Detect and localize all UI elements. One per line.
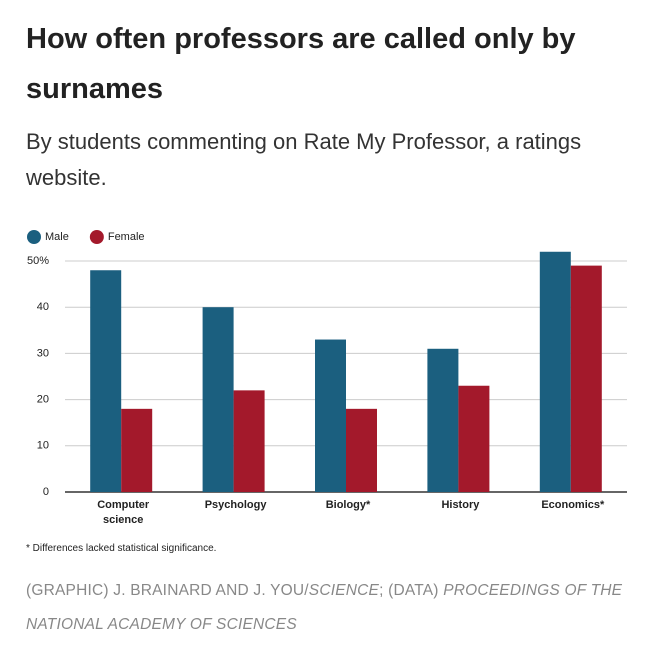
bar bbox=[427, 348, 459, 492]
bar bbox=[346, 408, 377, 492]
x-tick-label: Economics* bbox=[541, 499, 605, 511]
bar bbox=[121, 408, 153, 492]
y-tick-label: 0 bbox=[43, 486, 49, 498]
bar bbox=[458, 385, 490, 492]
bar bbox=[315, 339, 346, 492]
legend-label: Male bbox=[45, 231, 69, 243]
source-part: PROCEEDINGS OF THE NATIONAL ACADEMY OF S… bbox=[26, 582, 623, 633]
y-tick-label: 50% bbox=[27, 255, 49, 267]
x-tick-label: History bbox=[441, 499, 480, 511]
y-tick-label: 30 bbox=[37, 347, 49, 359]
chart-subtitle: By students commenting on Rate My Profes… bbox=[26, 129, 582, 190]
source-part: (GRAPHIC) J. BRAINARD AND J. YOU/ bbox=[26, 582, 309, 599]
bar bbox=[233, 390, 265, 492]
source: (GRAPHIC) J. BRAINARD AND J. YOU/SCIENCE… bbox=[26, 574, 646, 642]
source-part: ; (DATA) bbox=[379, 582, 444, 599]
bar bbox=[90, 270, 122, 492]
y-tick-label: 10 bbox=[37, 440, 49, 452]
y-tick-label: 40 bbox=[37, 301, 49, 313]
bar bbox=[570, 265, 602, 492]
bar bbox=[539, 251, 571, 492]
legend-swatch bbox=[27, 230, 41, 244]
legend-label: Female bbox=[108, 231, 145, 243]
x-tick-label: Computer science bbox=[97, 499, 150, 526]
bar bbox=[202, 307, 234, 492]
chart-title: How often professors are called only by … bbox=[26, 23, 576, 105]
x-tick-label: Psychology bbox=[204, 499, 267, 511]
legend-swatch bbox=[89, 230, 104, 244]
y-tick-label: 20 bbox=[37, 394, 49, 406]
footnote: * Differences lacked statistical signifi… bbox=[26, 543, 217, 554]
source-part: SCIENCE bbox=[308, 582, 380, 599]
x-tick-label: Biology* bbox=[325, 499, 371, 511]
